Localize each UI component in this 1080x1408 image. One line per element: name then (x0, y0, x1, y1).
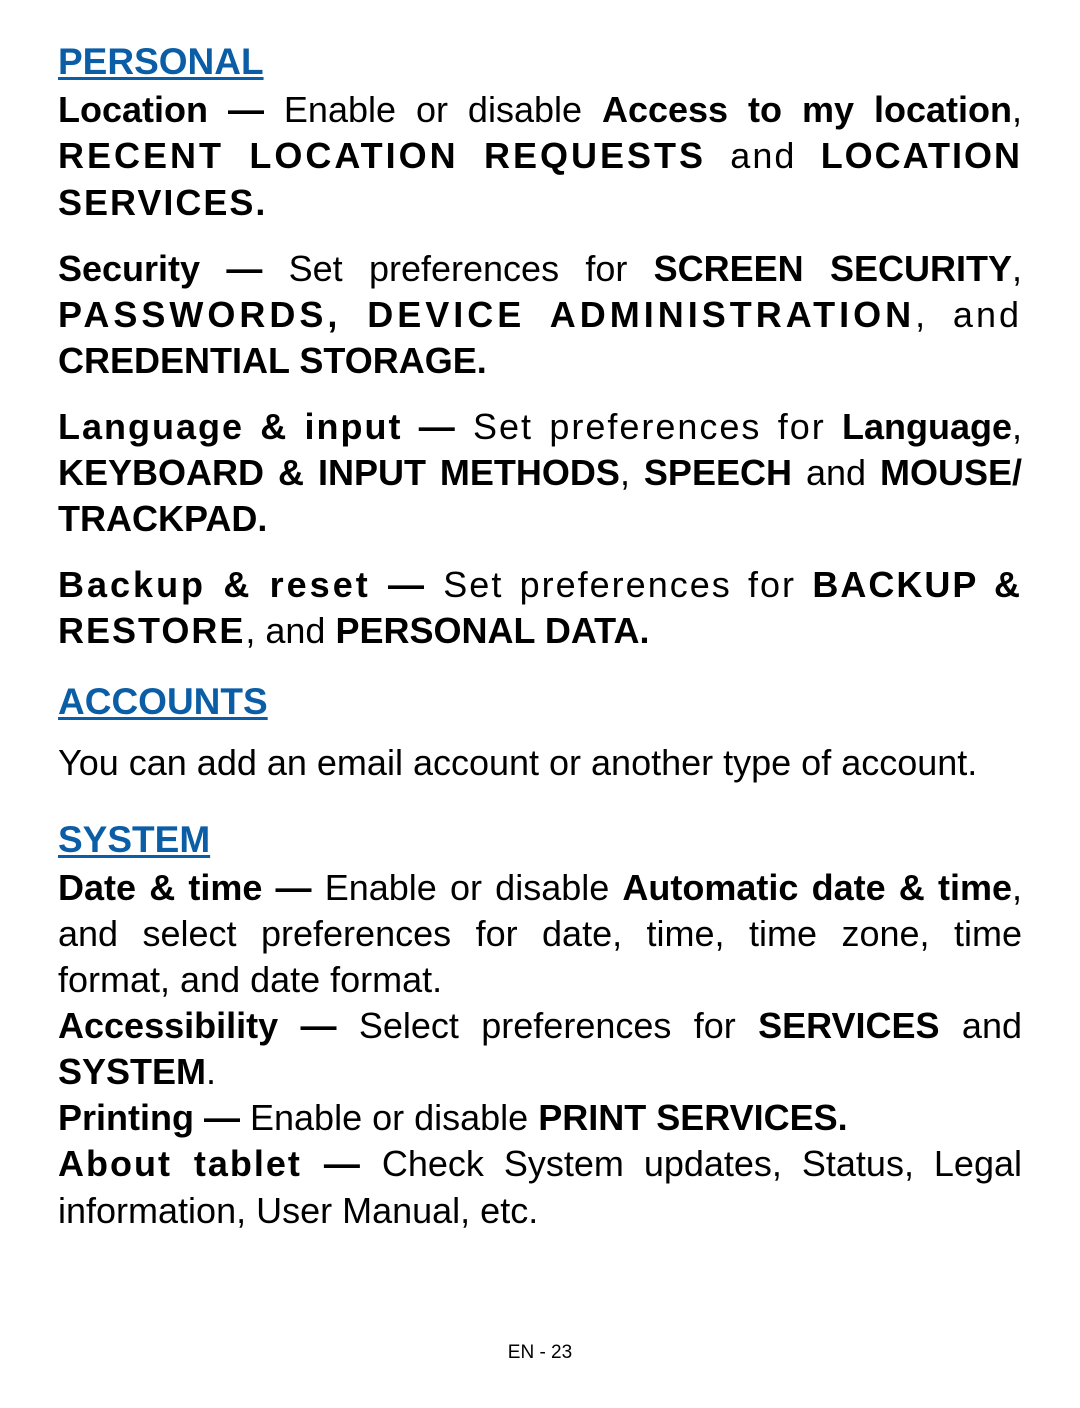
text: , (620, 452, 644, 493)
bold: SERVICES (758, 1005, 939, 1046)
text: , (1012, 406, 1022, 447)
text: and (792, 452, 880, 493)
bold: CREDENTIAL STORAGE. (58, 340, 487, 381)
text: , (1012, 89, 1022, 130)
text: Enable or disable (240, 1097, 538, 1138)
para-datetime: Date & time — Enable or disable Automati… (58, 865, 1022, 1003)
text: . (206, 1051, 216, 1092)
text: Select preferences for (336, 1005, 758, 1046)
label-datetime: Date & time — (58, 867, 312, 908)
label-language: Language & input — (58, 406, 457, 447)
bold: SYSTEM (58, 1051, 206, 1092)
label-about: About tablet — (58, 1143, 362, 1184)
para-accounts-body: You can add an email account or another … (58, 740, 1022, 786)
bold: PRINT SERVICES. (538, 1097, 847, 1138)
heading-accounts: ACCOUNTS (58, 678, 1022, 725)
text: , and (915, 294, 1022, 335)
text: Set preferences for (427, 564, 812, 605)
bold: SCREEN SECURITY (654, 248, 1012, 289)
text: Set preferences for (262, 248, 653, 289)
heading-personal: PERSONAL (58, 38, 1022, 85)
label-accessibility: Accessibility — (58, 1005, 336, 1046)
bold: Automatic date & time (622, 867, 1012, 908)
para-accessibility: Accessibility — Select preferences for S… (58, 1003, 1022, 1095)
manual-page: PERSONAL Location — Enable or disable Ac… (0, 0, 1080, 1408)
bold: Language (842, 406, 1012, 447)
text: Enable or disable (312, 867, 623, 908)
para-language: Language & input — Set preferences for L… (58, 404, 1022, 542)
text: Enable or disable (264, 89, 602, 130)
bold: KEYBOARD & INPUT METHODS (58, 452, 620, 493)
para-security: Security — Set preferences for SCREEN SE… (58, 246, 1022, 384)
heading-system: SYSTEM (58, 816, 1022, 863)
para-location: Location — Enable or disable Access to m… (58, 87, 1022, 225)
bold: PERSONAL DATA. (335, 610, 649, 651)
text: , and (245, 610, 335, 651)
para-printing: Printing — Enable or disable PRINT SERVI… (58, 1095, 1022, 1141)
bold: RECENT LOCATION REQUESTS (58, 135, 706, 176)
para-about: About tablet — Check System updates, Sta… (58, 1141, 1022, 1233)
para-backup: Backup & reset — Set preferences for BAC… (58, 562, 1022, 654)
label-backup: Backup & reset — (58, 564, 427, 605)
bold: Access to my location (602, 89, 1012, 130)
label-location: Location — (58, 89, 264, 130)
text: , (1012, 248, 1022, 289)
label-printing: Printing — (58, 1097, 240, 1138)
text: Set preferences for (457, 406, 842, 447)
text: and (940, 1005, 1022, 1046)
page-footer: EN - 23 (0, 1342, 1080, 1364)
label-security: Security — (58, 248, 262, 289)
text: and (706, 135, 821, 176)
bold: PASSWORDS, DEVICE ADMINISTRATION (58, 294, 915, 335)
bold: SPEECH (644, 452, 792, 493)
